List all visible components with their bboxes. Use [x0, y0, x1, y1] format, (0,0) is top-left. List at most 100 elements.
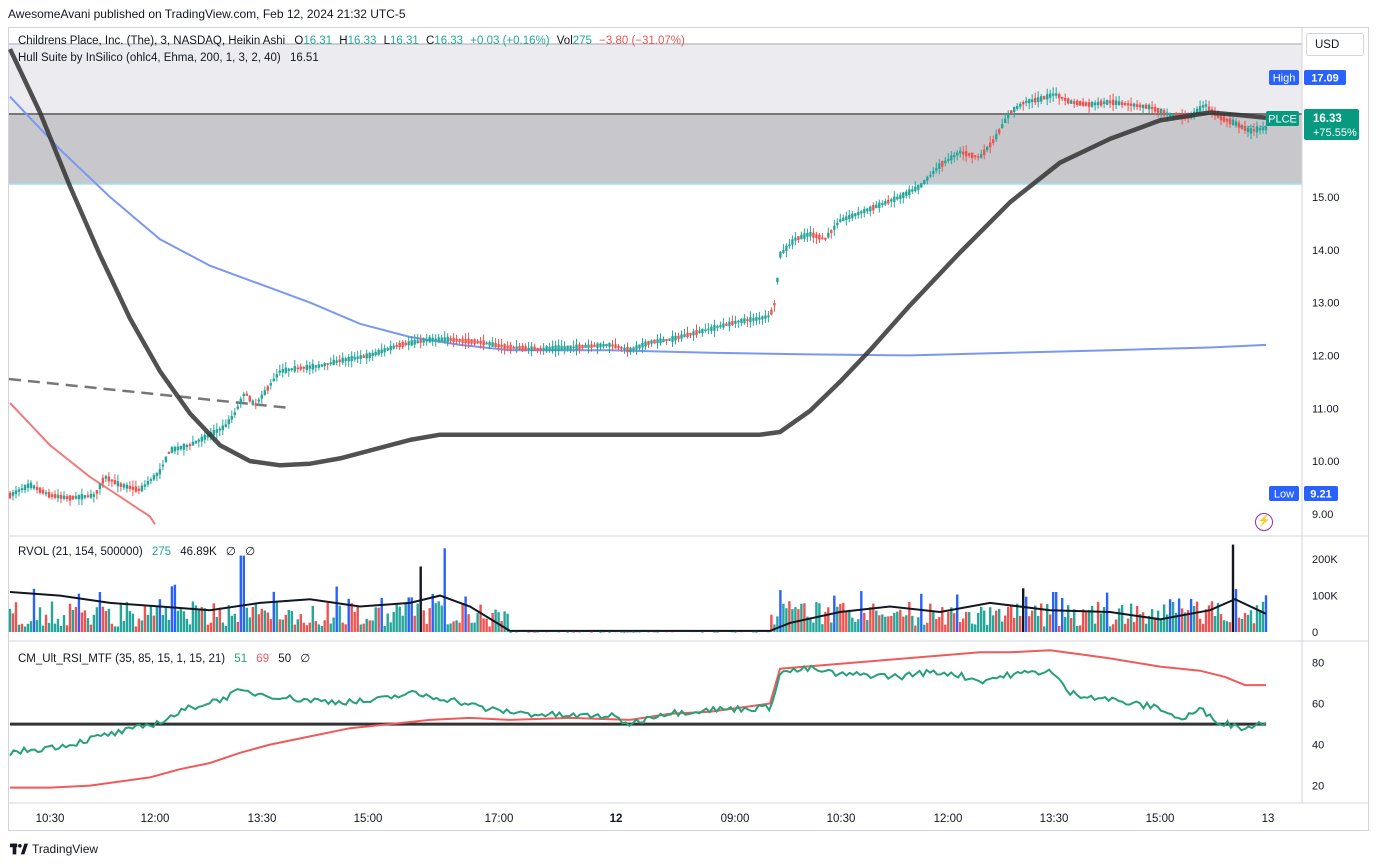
rvol-bar: [56, 618, 60, 632]
rvol-bar: [791, 609, 794, 632]
low-tag: Low 9.21: [1269, 486, 1338, 501]
rvol-bar: [1132, 621, 1136, 632]
rvol-bar: [299, 614, 302, 632]
rvol-bar: [1099, 613, 1103, 632]
candle-body: [239, 398, 242, 404]
candle-body: [881, 203, 884, 205]
rvol-bar: [170, 586, 174, 632]
candle-body: [152, 475, 156, 480]
rvol-bar: [203, 608, 206, 632]
rvol-bar: [59, 626, 63, 632]
rvol-bar: [368, 620, 371, 632]
candle-body: [74, 496, 78, 499]
candle-body: [302, 366, 305, 369]
rvol-bar: [971, 623, 974, 632]
rvol-bar: [599, 632, 602, 633]
rvol-bar: [167, 619, 171, 632]
time-tick-label: 09:00: [721, 813, 750, 825]
candle-body: [440, 337, 443, 342]
rvol-bar: [983, 610, 986, 632]
rvol-bar: [533, 631, 536, 633]
candle-body: [1198, 106, 1202, 112]
footer[interactable]: TradingView: [10, 842, 98, 856]
candle-body: [746, 319, 749, 322]
high-value: 17.09: [1311, 73, 1339, 85]
candle-body: [59, 495, 63, 499]
rvol-bar: [824, 611, 827, 632]
rvol-legend[interactable]: RVOL (21, 154, 500000) 275 46.89K ∅ ∅: [18, 544, 255, 558]
rvol-bar: [977, 613, 980, 632]
rvol-bar: [959, 622, 962, 632]
candle-body: [698, 330, 701, 334]
candle-body: [992, 139, 995, 143]
rvol-bar: [782, 603, 785, 632]
rvol-bar: [1067, 605, 1070, 632]
rsi-v3: 50: [278, 653, 292, 665]
rvol-bar: [359, 624, 362, 632]
rvol-bar: [362, 623, 365, 632]
rvol-bar: [422, 610, 425, 632]
candle-body: [245, 393, 248, 396]
rvol-bar: [620, 631, 623, 633]
candle-body: [650, 340, 653, 344]
candle-body: [335, 360, 338, 363]
rvol-bar: [53, 623, 57, 632]
rvol-bar: [1078, 625, 1082, 632]
rvol-bar: [332, 617, 335, 632]
candle-body: [1084, 102, 1088, 106]
candle-body: [887, 199, 890, 204]
candle-body: [815, 234, 818, 239]
rvol-bar: [938, 617, 941, 632]
rvol-bar: [152, 615, 156, 632]
rvol-bar: [1052, 592, 1055, 632]
candle-body: [749, 317, 752, 323]
candle-body: [407, 341, 410, 346]
candle-body: [95, 490, 99, 494]
candle-body: [803, 233, 806, 239]
hull-legend[interactable]: Hull Suite by InSilico (ohlc4, Ehma, 200…: [18, 52, 319, 64]
rvol-bar: [836, 606, 839, 632]
rvol-bar: [1087, 609, 1091, 632]
currency-button[interactable]: USD: [1306, 33, 1364, 56]
candle-body: [11, 491, 15, 496]
candle-body: [1168, 113, 1172, 118]
candle-body: [521, 345, 524, 351]
candle-body: [479, 340, 482, 344]
time-tick-label: 17:00: [485, 813, 514, 825]
rvol-bar: [164, 606, 168, 632]
candle-body: [176, 446, 180, 451]
candle-body: [593, 344, 596, 347]
candle-body: [356, 356, 359, 359]
candle-body: [686, 332, 689, 338]
rvol-bar: [1159, 619, 1163, 632]
candle-body: [227, 419, 230, 425]
rvol-bar: [806, 616, 809, 632]
candle-body: [338, 359, 341, 362]
rvol-bar: [281, 619, 284, 632]
flash-icon[interactable]: ⚡: [1255, 513, 1273, 531]
candle-body: [1043, 96, 1046, 100]
rvol-bar: [1204, 609, 1208, 632]
candle-body: [1165, 112, 1169, 116]
candle-body: [554, 345, 557, 352]
rvol-bar: [1195, 601, 1199, 632]
rvol-bar: [473, 622, 476, 632]
rvol-bar: [1225, 621, 1229, 632]
rvol-bar: [839, 603, 842, 632]
candle-body: [878, 202, 881, 208]
candle-body: [629, 347, 632, 353]
candle-body: [185, 445, 189, 448]
rvol-bar: [275, 602, 278, 632]
candle-body: [428, 336, 431, 343]
candle-body: [266, 386, 269, 391]
rvol-bar: [23, 626, 27, 632]
rsi-legend[interactable]: CM_Ult_RSI_MTF (35, 85, 15, 1, 15, 21) 5…: [18, 651, 310, 665]
rvol-bar: [1084, 611, 1088, 632]
candle-body: [1007, 113, 1010, 119]
rvol-bar: [1016, 603, 1019, 632]
rvol-bar: [1219, 614, 1223, 632]
main-legend[interactable]: Childrens Place, Inc. (The), 3, NASDAQ, …: [18, 35, 685, 47]
candle-body: [518, 346, 521, 350]
candle-body: [113, 479, 117, 485]
